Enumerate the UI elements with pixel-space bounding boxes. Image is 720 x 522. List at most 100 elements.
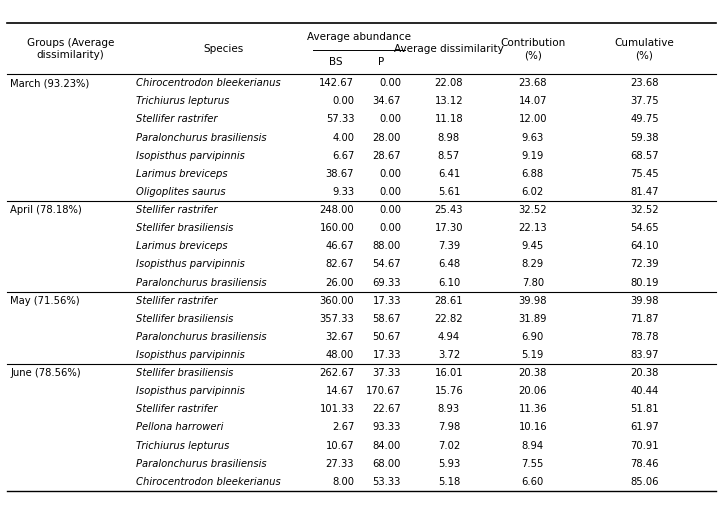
Text: Chirocentrodon bleekerianus: Chirocentrodon bleekerianus [136, 477, 281, 487]
Text: April (78.18%): April (78.18%) [10, 205, 82, 215]
Text: 20.38: 20.38 [630, 368, 659, 378]
Text: Isopisthus parvipinnis: Isopisthus parvipinnis [136, 386, 245, 396]
Text: 2.67: 2.67 [332, 422, 354, 432]
Text: 28.61: 28.61 [435, 295, 463, 306]
Text: 23.68: 23.68 [518, 78, 547, 88]
Text: 93.33: 93.33 [373, 422, 401, 432]
Text: Stellifer rastrifer: Stellifer rastrifer [136, 205, 217, 215]
Text: 46.67: 46.67 [325, 241, 354, 251]
Text: 4.94: 4.94 [438, 332, 460, 342]
Text: 6.41: 6.41 [438, 169, 460, 179]
Text: 5.61: 5.61 [438, 187, 460, 197]
Text: 31.89: 31.89 [518, 314, 547, 324]
Text: 32.52: 32.52 [518, 205, 547, 215]
Text: 0.00: 0.00 [379, 114, 401, 124]
Text: 32.67: 32.67 [325, 332, 354, 342]
Text: 0.00: 0.00 [379, 223, 401, 233]
Text: 10.16: 10.16 [518, 422, 547, 432]
Text: 32.52: 32.52 [630, 205, 659, 215]
Text: 48.00: 48.00 [326, 350, 354, 360]
Text: 28.67: 28.67 [372, 151, 401, 161]
Text: 6.90: 6.90 [522, 332, 544, 342]
Text: 0.00: 0.00 [379, 205, 401, 215]
Text: 9.19: 9.19 [521, 151, 544, 161]
Text: 22.82: 22.82 [435, 314, 463, 324]
Text: 72.39: 72.39 [630, 259, 659, 269]
Text: 7.02: 7.02 [438, 441, 460, 450]
Text: 6.10: 6.10 [438, 278, 460, 288]
Text: 64.10: 64.10 [630, 241, 659, 251]
Text: 39.98: 39.98 [630, 295, 659, 306]
Text: 22.67: 22.67 [372, 405, 401, 414]
Text: 34.67: 34.67 [372, 97, 401, 106]
Text: 81.47: 81.47 [630, 187, 659, 197]
Text: 262.67: 262.67 [319, 368, 354, 378]
Text: Species: Species [203, 44, 243, 54]
Text: Trichiurus lepturus: Trichiurus lepturus [136, 441, 230, 450]
Text: 59.38: 59.38 [630, 133, 659, 143]
Text: 0.00: 0.00 [379, 78, 401, 88]
Text: 6.67: 6.67 [332, 151, 354, 161]
Text: Stellifer rastrifer: Stellifer rastrifer [136, 295, 217, 306]
Text: Chirocentrodon bleekerianus: Chirocentrodon bleekerianus [136, 78, 281, 88]
Text: 57.33: 57.33 [325, 114, 354, 124]
Text: 8.00: 8.00 [332, 477, 354, 487]
Text: 50.67: 50.67 [372, 332, 401, 342]
Text: Average abundance: Average abundance [307, 32, 411, 42]
Text: 49.75: 49.75 [630, 114, 659, 124]
Text: 17.30: 17.30 [435, 223, 463, 233]
Text: 51.81: 51.81 [630, 405, 659, 414]
Text: 5.19: 5.19 [521, 350, 544, 360]
Text: 88.00: 88.00 [373, 241, 401, 251]
Text: 53.33: 53.33 [373, 477, 401, 487]
Text: 7.80: 7.80 [522, 278, 544, 288]
Text: 8.57: 8.57 [438, 151, 460, 161]
Text: Isopisthus parvipinnis: Isopisthus parvipinnis [136, 259, 245, 269]
Text: 9.33: 9.33 [332, 187, 354, 197]
Text: 22.13: 22.13 [518, 223, 547, 233]
Text: P: P [378, 57, 384, 67]
Text: 5.18: 5.18 [438, 477, 460, 487]
Text: 12.00: 12.00 [518, 114, 547, 124]
Text: 78.78: 78.78 [630, 332, 659, 342]
Text: 40.44: 40.44 [630, 386, 659, 396]
Text: 170.67: 170.67 [366, 386, 401, 396]
Text: 248.00: 248.00 [320, 205, 354, 215]
Text: Stellifer brasiliensis: Stellifer brasiliensis [136, 368, 233, 378]
Text: 0.00: 0.00 [379, 169, 401, 179]
Text: 3.72: 3.72 [438, 350, 460, 360]
Text: 101.33: 101.33 [320, 405, 354, 414]
Text: 17.33: 17.33 [372, 350, 401, 360]
Text: 357.33: 357.33 [320, 314, 354, 324]
Text: 23.68: 23.68 [630, 78, 659, 88]
Text: Isopisthus parvipinnis: Isopisthus parvipinnis [136, 151, 245, 161]
Text: 14.67: 14.67 [325, 386, 354, 396]
Text: 8.94: 8.94 [522, 441, 544, 450]
Text: March (93.23%): March (93.23%) [10, 78, 89, 88]
Text: 61.97: 61.97 [630, 422, 659, 432]
Text: 25.43: 25.43 [435, 205, 463, 215]
Text: 142.67: 142.67 [319, 78, 354, 88]
Text: 68.00: 68.00 [373, 459, 401, 469]
Text: 78.46: 78.46 [630, 459, 659, 469]
Text: 6.48: 6.48 [438, 259, 460, 269]
Text: 6.88: 6.88 [522, 169, 544, 179]
Text: Larimus breviceps: Larimus breviceps [136, 241, 228, 251]
Text: 20.38: 20.38 [518, 368, 547, 378]
Text: 9.63: 9.63 [522, 133, 544, 143]
Text: 84.00: 84.00 [373, 441, 401, 450]
Text: 11.18: 11.18 [435, 114, 463, 124]
Text: 160.00: 160.00 [320, 223, 354, 233]
Text: 6.60: 6.60 [522, 477, 544, 487]
Text: 360.00: 360.00 [320, 295, 354, 306]
Text: 6.02: 6.02 [522, 187, 544, 197]
Text: Stellifer brasiliensis: Stellifer brasiliensis [136, 223, 233, 233]
Text: 82.67: 82.67 [325, 259, 354, 269]
Text: 8.29: 8.29 [522, 259, 544, 269]
Text: 69.33: 69.33 [372, 278, 401, 288]
Text: 11.36: 11.36 [518, 405, 547, 414]
Text: Groups (Average
dissimilarity): Groups (Average dissimilarity) [27, 38, 114, 60]
Text: 58.67: 58.67 [372, 314, 401, 324]
Text: 80.19: 80.19 [630, 278, 659, 288]
Text: 17.33: 17.33 [372, 295, 401, 306]
